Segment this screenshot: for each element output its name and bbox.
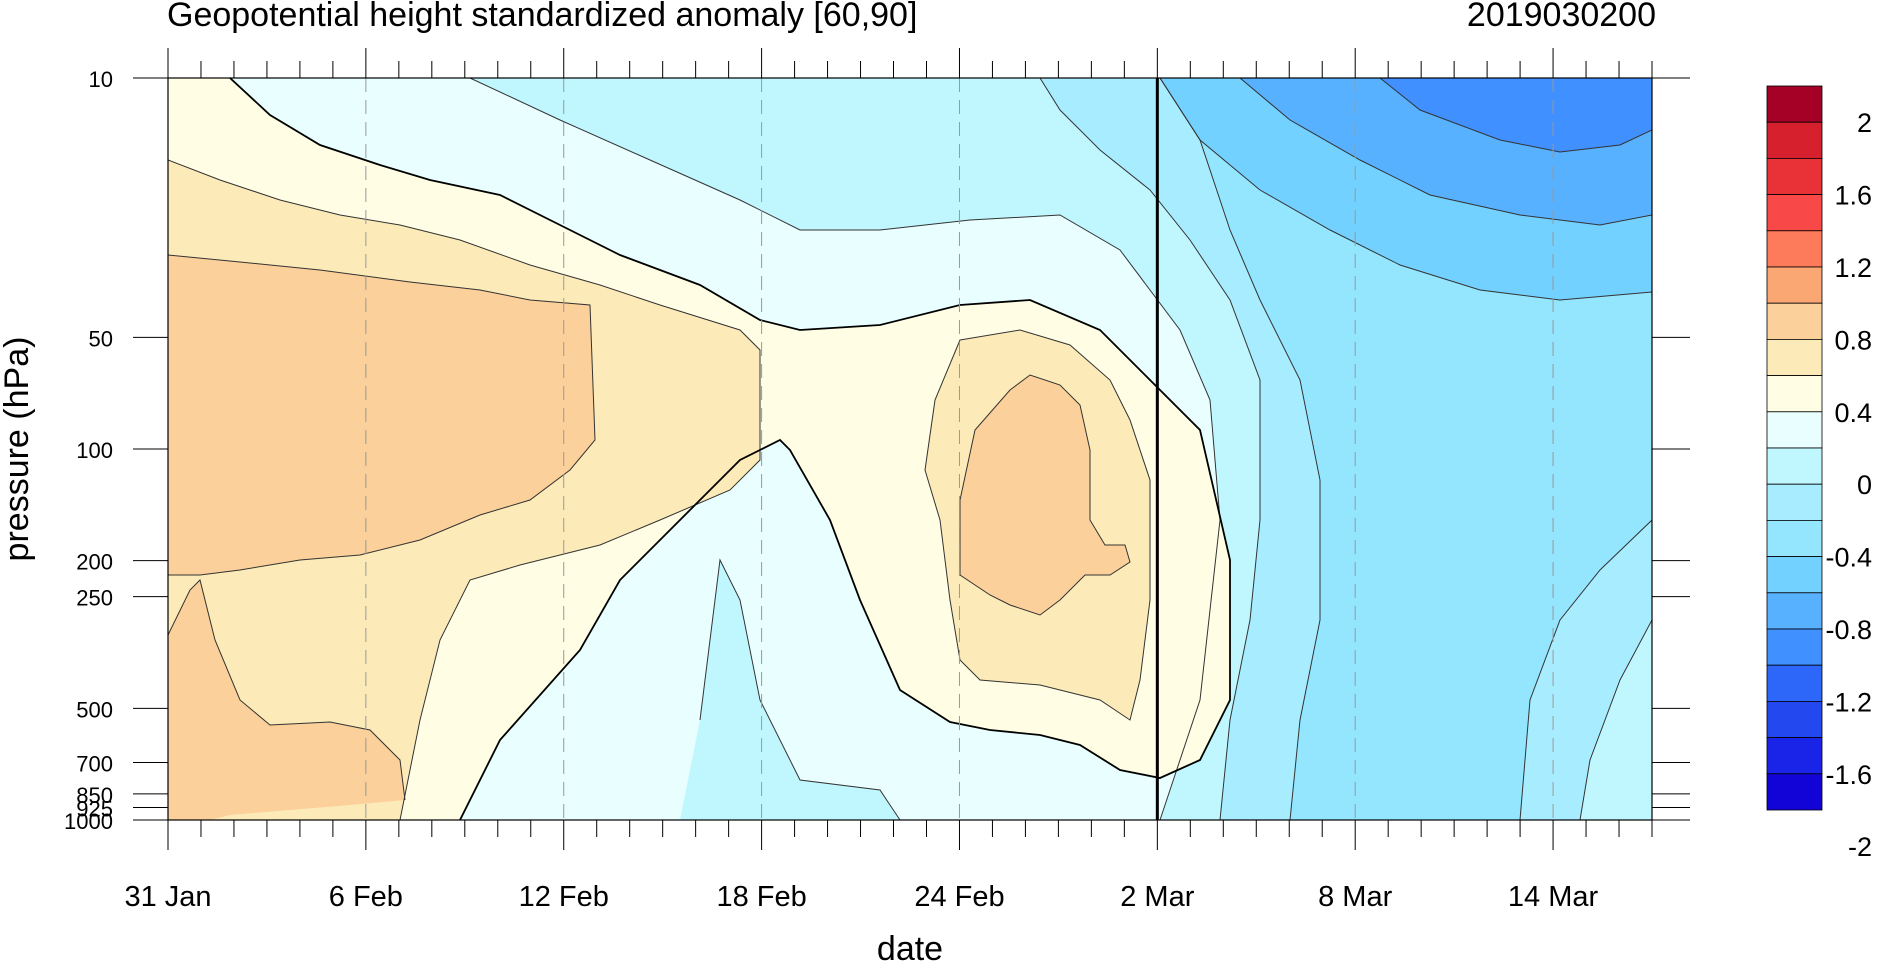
colorbar-swatch [1766,411,1823,449]
colorbar-swatch [1766,520,1823,558]
colorbar-label: 1.2 [1834,253,1872,283]
contour-line-10 [1239,78,1652,226]
colorbar-label: -1.2 [1825,687,1872,717]
contour-lines [168,78,1652,820]
contour-line-1 [168,159,761,820]
colorbar-label: 1.6 [1834,181,1872,211]
colorbar-swatch [1766,556,1823,594]
contour-band-neg-0.2-right [1580,620,1652,820]
colorbar-label: -0.4 [1825,543,1872,573]
colorbar-label: 0.4 [1834,398,1872,428]
y-tick-label: 1000 [64,809,113,834]
colorbar-swatch [1766,230,1823,268]
x-tick-label: 8 Mar [1318,881,1392,913]
y-tick-label: 850 [76,783,113,808]
contour-line-3 [168,579,406,801]
contour-line-9 [1159,78,1652,301]
colorbar-label: -0.8 [1825,615,1872,645]
contour-band-pos-0.8 [168,255,595,575]
colorbar-swatch [1766,338,1823,376]
contour-line-11 [1379,78,1652,153]
contour-line-5 [959,374,1131,616]
x-tick-label: 6 Feb [329,881,403,913]
colorbar-swatch [1766,737,1823,775]
y-tick-label: 250 [76,586,113,611]
x-tick-label: 14 Mar [1508,881,1599,913]
colorbar-label: 0 [1857,470,1872,500]
x-tick-label: 24 Feb [914,881,1004,913]
y-axis-label: pressure (hPa) [0,337,36,562]
contour-line-13 [1579,619,1652,820]
x-axis-label: date [877,930,943,963]
x-tick-label: 12 Feb [519,881,609,913]
x-tick-label: 18 Feb [716,881,806,913]
contour-line-2 [168,254,596,576]
y-tick-label: 50 [89,326,113,351]
contour-line-8 [1159,78,1321,820]
x-tick-label: 2 Mar [1120,881,1194,913]
colorbar-swatch [1766,447,1823,485]
colorbar-label: 2 [1857,108,1872,138]
colorbar-swatch [1766,266,1823,304]
colorbar-swatch [1766,773,1823,811]
x-axis: 31 Jan 6 Feb 12 Feb 18 Feb 24 Feb 2 Mar 8 Mar 1… [124,48,1653,913]
y-tick-label: 100 [76,438,113,463]
colorbar-swatch [1766,483,1823,521]
y-tick-label: 925 [76,796,113,821]
y-tick-label: 700 [76,752,113,777]
chart-date-label: 2019030200 [1466,0,1656,34]
colorbar-swatch [1766,194,1823,232]
contour-line-14 [699,558,901,820]
contour-band-pos-0.8-low [168,580,405,820]
colorbar-swatch [1766,664,1823,702]
colorbar-swatch [1766,302,1823,340]
zero-contour-line [229,78,1231,820]
chart-title: Geopotential height standardized anomaly… [167,0,918,34]
contour-line-12 [1519,519,1652,820]
colorbar-label: -2 [1848,832,1872,862]
contour-band-pos-0.8-center [960,375,1130,615]
contour-line-4 [924,329,1151,721]
colorbar-swatch [1766,592,1823,630]
colorbar-swatch [1766,157,1823,195]
contour-fill [168,78,1652,820]
y-tick-label: 200 [76,550,113,575]
contour-line-7 [1039,78,1261,820]
y-tick-label: 10 [89,67,113,92]
colorbar-swatch [1766,375,1823,413]
colorbar-swatch [1766,85,1823,123]
colorbar-swatch [1766,701,1823,739]
x-tick-label: 31 Jan [124,881,211,913]
colorbar-swatch [1766,628,1823,666]
contour-line-6 [469,78,1221,820]
colorbar-label: -1.6 [1825,760,1872,790]
colorbar-label: 0.8 [1834,325,1872,355]
colorbar: 2 1.6 1.2 0.8 0.4 0 -0.4 -0.8 -1.2 -1.6 -2 [1766,85,1872,862]
contour-band-neg-1.6 [1380,78,1652,152]
colorbar-swatch [1766,121,1823,159]
y-tick-label: 500 [76,697,113,722]
